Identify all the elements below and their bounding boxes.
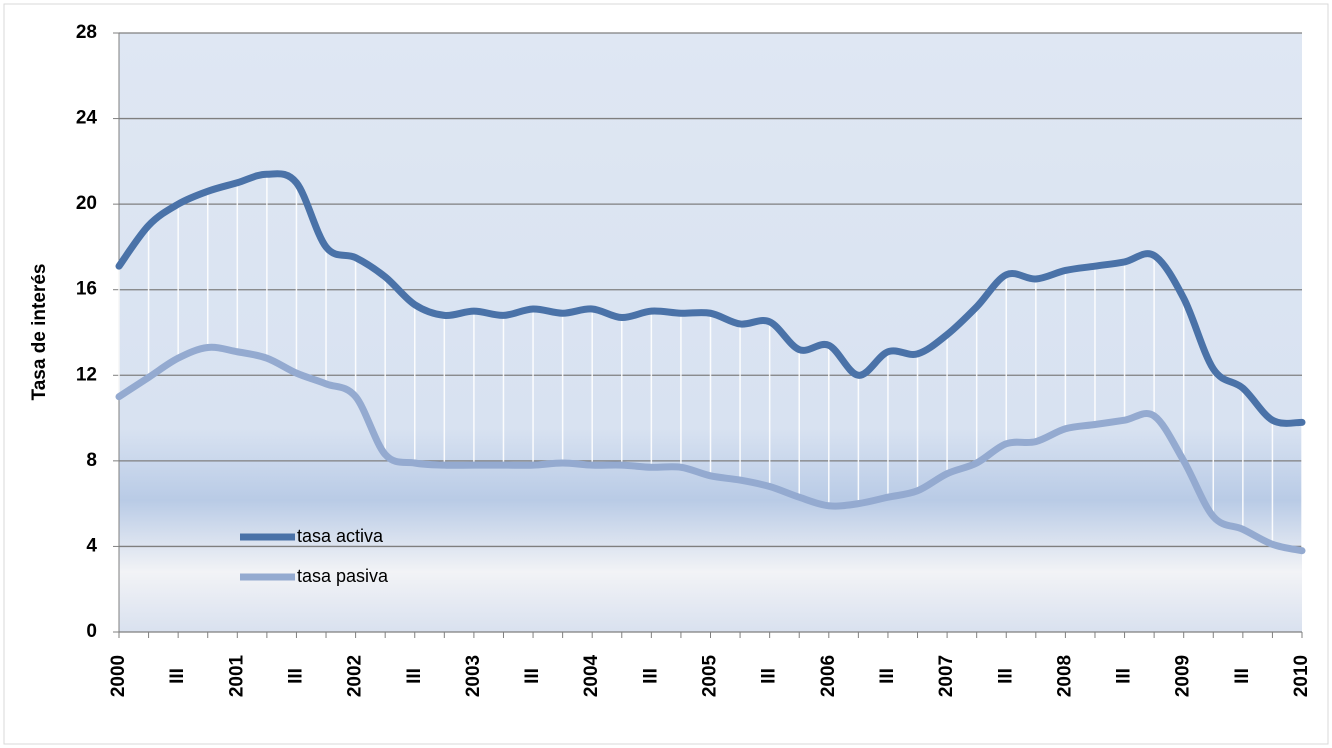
y-tick-label: 28 [76, 22, 97, 43]
line-series [115, 343, 1306, 555]
x-tick-label: 2007 [936, 655, 957, 697]
x-tick-label: III [1232, 668, 1253, 684]
x-tick-label: 2003 [463, 655, 484, 697]
x-tick-label: III [877, 668, 898, 684]
x-tick-label: III [522, 668, 543, 684]
x-tick-label: III [285, 668, 306, 684]
x-tick-label: III [759, 668, 780, 684]
y-tick-label: 24 [76, 108, 98, 129]
legend-label: tasa activa [297, 526, 384, 546]
x-tick-label: 2000 [108, 655, 129, 697]
y-tick-label: 20 [76, 193, 97, 214]
x-tick-label: 2005 [700, 654, 721, 697]
x-tick-label: 2006 [818, 655, 839, 697]
y-tick-label: 8 [86, 450, 97, 471]
y-tick-label: 16 [76, 279, 97, 300]
x-tick-label: 2001 [226, 654, 247, 697]
line-series [115, 170, 1306, 427]
x-tick-label: III [995, 668, 1016, 684]
x-tick-label: 2004 [581, 654, 602, 697]
x-tick-label: 2010 [1291, 655, 1312, 697]
x-tick-label: III [1114, 668, 1135, 684]
x-tick-label: 2002 [345, 655, 366, 697]
y-tick-label: 0 [86, 621, 97, 642]
y-tick-label: 4 [86, 535, 97, 556]
y-axis-label: Tasa de interés [29, 264, 50, 401]
x-tick-label: III [640, 668, 661, 684]
legend-label: tasa pasiva [297, 566, 389, 586]
x-tick-label: 2008 [1054, 655, 1075, 697]
x-tick-label: III [404, 668, 425, 684]
x-tick-label: III [167, 668, 188, 684]
x-tick-label: 2009 [1173, 655, 1194, 697]
y-tick-label: 12 [76, 364, 97, 385]
